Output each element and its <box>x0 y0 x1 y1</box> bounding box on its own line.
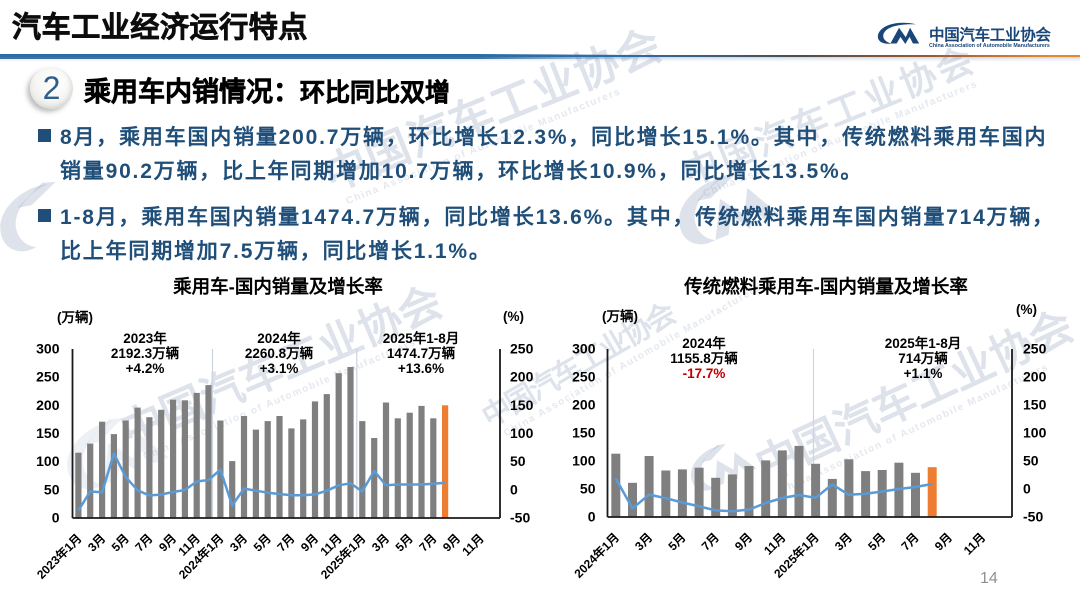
svg-text:乘用车-国内销量及增长率: 乘用车-国内销量及增长率 <box>172 276 383 297</box>
svg-text:-17.7%: -17.7% <box>683 366 726 381</box>
svg-text:3月: 3月 <box>85 531 108 554</box>
svg-text:5月: 5月 <box>251 531 274 554</box>
svg-text:250: 250 <box>572 369 596 385</box>
svg-text:11月: 11月 <box>761 530 788 557</box>
svg-text:2023年: 2023年 <box>123 330 167 346</box>
svg-text:150: 150 <box>572 425 596 441</box>
svg-text:100: 100 <box>572 453 596 469</box>
svg-text:(万辆): (万辆) <box>602 308 638 324</box>
svg-text:200: 200 <box>36 397 60 413</box>
svg-text:7月: 7月 <box>899 530 922 553</box>
svg-text:1155.8万辆: 1155.8万辆 <box>670 350 738 366</box>
svg-text:9月: 9月 <box>732 530 755 553</box>
svg-text:3月: 3月 <box>832 530 855 553</box>
svg-text:150: 150 <box>1023 397 1047 413</box>
svg-text:5月: 5月 <box>393 531 416 554</box>
svg-text:200: 200 <box>1023 369 1047 385</box>
svg-text:(%): (%) <box>503 309 524 324</box>
svg-text:250: 250 <box>510 341 534 357</box>
svg-text:100: 100 <box>1023 425 1047 441</box>
svg-text:300: 300 <box>572 341 596 357</box>
svg-text:7月: 7月 <box>274 531 297 554</box>
svg-text:9月: 9月 <box>156 531 179 554</box>
svg-text:50: 50 <box>510 453 526 469</box>
svg-text:250: 250 <box>1023 341 1047 357</box>
svg-text:3月: 3月 <box>369 531 392 554</box>
svg-text:100: 100 <box>510 425 534 441</box>
svg-text:50: 50 <box>1023 453 1039 469</box>
svg-text:+3.1%: +3.1% <box>260 361 299 376</box>
svg-text:5月: 5月 <box>109 531 132 554</box>
svg-text:1474.7万辆: 1474.7万辆 <box>387 345 456 361</box>
svg-text:250: 250 <box>36 369 60 385</box>
svg-text:-50: -50 <box>1023 509 1043 525</box>
svg-text:2023年1月: 2023年1月 <box>33 531 84 582</box>
svg-text:9月: 9月 <box>932 530 955 553</box>
svg-text:2024年1月: 2024年1月 <box>571 530 622 581</box>
svg-text:9月: 9月 <box>298 531 321 554</box>
svg-text:7月: 7月 <box>699 530 722 553</box>
svg-text:50: 50 <box>44 481 60 497</box>
svg-text:3月: 3月 <box>632 530 655 553</box>
svg-text:2025年1-8月: 2025年1-8月 <box>383 330 460 346</box>
svg-text:2192.3万辆: 2192.3万辆 <box>111 345 180 361</box>
svg-text:11月: 11月 <box>459 531 486 558</box>
svg-text:150: 150 <box>510 397 534 413</box>
svg-text:7月: 7月 <box>132 531 155 554</box>
svg-text:5月: 5月 <box>665 530 688 553</box>
svg-text:0: 0 <box>588 509 596 525</box>
svg-text:2024年: 2024年 <box>257 330 301 346</box>
svg-text:+4.2%: +4.2% <box>126 361 165 376</box>
svg-text:5月: 5月 <box>865 530 888 553</box>
svg-text:200: 200 <box>510 369 534 385</box>
svg-text:7月: 7月 <box>416 531 439 554</box>
svg-text:9月: 9月 <box>440 531 463 554</box>
svg-text:2025年1-8月: 2025年1-8月 <box>885 335 962 351</box>
svg-text:传统燃料乘用车-国内销量及增长率: 传统燃料乘用车-国内销量及增长率 <box>683 276 968 297</box>
svg-text:50: 50 <box>580 481 596 497</box>
svg-text:300: 300 <box>36 341 60 357</box>
svg-text:150: 150 <box>36 425 60 441</box>
svg-text:0: 0 <box>1023 481 1031 497</box>
svg-text:100: 100 <box>36 453 60 469</box>
svg-text:2024年: 2024年 <box>682 335 726 351</box>
svg-text:200: 200 <box>572 397 596 413</box>
svg-text:+13.6%: +13.6% <box>398 361 444 376</box>
svg-text:714万辆: 714万辆 <box>898 350 948 366</box>
svg-text:0: 0 <box>52 510 60 526</box>
svg-text:2260.8万辆: 2260.8万辆 <box>245 345 314 361</box>
svg-text:(%): (%) <box>1016 302 1037 317</box>
svg-text:11月: 11月 <box>961 530 988 557</box>
svg-text:-50: -50 <box>510 510 530 526</box>
svg-text:+1.1%: +1.1% <box>904 366 943 381</box>
svg-text:(万辆): (万辆) <box>57 309 93 325</box>
svg-text:0: 0 <box>510 481 518 497</box>
svg-text:3月: 3月 <box>227 531 250 554</box>
